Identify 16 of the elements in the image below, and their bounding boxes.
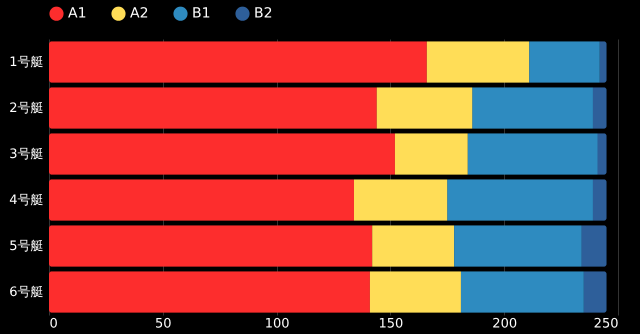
- legend-label: B1: [192, 6, 211, 22]
- legend-label: B2: [254, 6, 273, 22]
- y-tick-label: 6号艇: [9, 285, 44, 300]
- x-tick-label: 250: [594, 316, 618, 332]
- legend-label: A1: [68, 6, 86, 22]
- y-tick-label: 4号艇: [9, 193, 44, 208]
- x-tick-label: 100: [264, 316, 290, 332]
- x-tick-label: 150: [378, 316, 404, 332]
- y-tick-label: 5号艇: [9, 239, 44, 254]
- x-tick-label: 0: [50, 316, 58, 332]
- x-tick-label: 50: [155, 316, 172, 332]
- y-tick-label: 1号艇: [9, 55, 44, 70]
- legend-label: A2: [130, 6, 148, 22]
- y-tick-label: 3号艇: [9, 147, 44, 162]
- x-tick-label: 200: [492, 316, 518, 332]
- y-tick-label: 2号艇: [9, 101, 44, 116]
